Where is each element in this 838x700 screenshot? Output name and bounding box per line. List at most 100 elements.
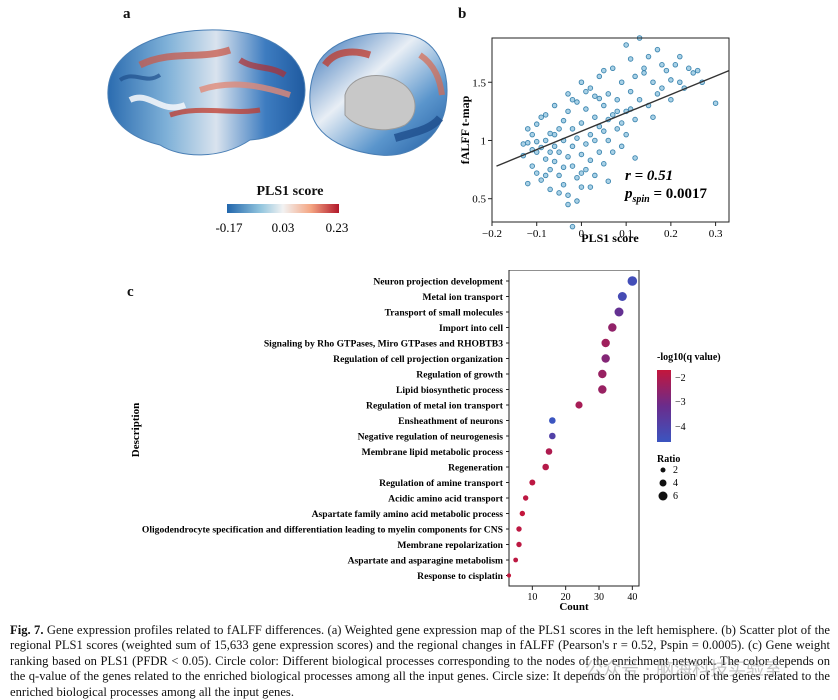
scatter-point	[618, 143, 625, 150]
brain-medial-view	[309, 32, 448, 156]
category-labels: Neuron projection development Metal ion t…	[142, 277, 504, 583]
scatter-point	[583, 141, 589, 147]
legend-color-bar	[657, 370, 671, 442]
scatter-point	[542, 172, 549, 179]
scatter-point	[547, 186, 553, 193]
scatter-point	[587, 131, 594, 138]
category-label: Neuron projection development	[373, 277, 503, 288]
scatter-point	[632, 155, 638, 161]
scatter-point	[569, 96, 576, 103]
x-tick-label: 0.1	[619, 228, 633, 240]
category-label: Membrane lipid metabolic process	[362, 447, 504, 458]
scatter-point	[672, 62, 679, 68]
x-tick-label: 20	[561, 592, 571, 603]
scatter-point	[556, 190, 562, 196]
category-label: Import into cell	[439, 323, 503, 334]
scatter-point	[569, 223, 576, 230]
y-tick-label: 0.5	[472, 194, 486, 206]
scatter-point	[601, 67, 607, 74]
scatter-point	[596, 149, 603, 155]
legend-color-tick: −3	[675, 397, 686, 408]
scatter-point	[547, 166, 553, 173]
scatter-point	[583, 106, 589, 112]
y-axis-ticks: 0.5 1 1.5	[472, 77, 492, 206]
x-axis-label: Count	[559, 601, 589, 613]
panel-label-c: c	[127, 284, 134, 300]
plot-frame	[491, 37, 730, 223]
scatter-point	[547, 149, 553, 155]
brain-surface-maps	[107, 29, 448, 156]
scatter-point	[592, 172, 598, 179]
scatter-point	[565, 192, 571, 198]
scatter-point	[525, 126, 531, 132]
y-axis-label: Description	[130, 403, 142, 457]
scatter-point	[601, 128, 607, 134]
y-tick-label: 1.5	[472, 77, 486, 89]
enrichment-dot	[513, 557, 519, 563]
dot-plot-c: Neuron projection development Metal ion t…	[130, 270, 721, 613]
category-label: Regulation of amine transport	[379, 478, 504, 489]
watermark: 公众号 · 脑海科技实验室	[585, 659, 783, 680]
scatter-point	[547, 130, 553, 137]
scatter-point	[587, 85, 594, 91]
enrichment-dot	[542, 463, 549, 471]
legend-size-dot	[658, 491, 668, 501]
scatter-point	[601, 161, 607, 167]
enrichment-dot	[598, 369, 607, 379]
scatter-point	[538, 114, 544, 120]
scatter-point	[525, 140, 531, 146]
category-label: Regulation of cell projection organizati…	[333, 354, 503, 365]
figure-label: Fig. 7.	[10, 623, 44, 637]
category-label: Regulation of metal ion transport	[366, 401, 504, 412]
scatter-point	[663, 67, 670, 74]
category-label: Membrane repolarization	[397, 540, 503, 551]
x-tick-label: 40	[627, 592, 637, 603]
scatter-point	[592, 93, 598, 99]
scatter-point	[614, 96, 620, 103]
scatter-point	[654, 91, 661, 97]
scatter-point	[574, 99, 580, 105]
scatter-point	[583, 166, 589, 173]
x-axis-ticks: −0.2 −0.1 0 0.1 0.2 0.3	[482, 222, 723, 240]
colorbar-a: -0.17 0.03 0.23	[215, 204, 348, 235]
scatter-point	[592, 137, 598, 144]
scatter-point	[551, 158, 558, 165]
category-label: Ensheathment of neurons	[398, 416, 503, 427]
scatter-point	[551, 143, 558, 150]
legend-color-tick: −4	[675, 422, 686, 433]
enrichment-dot	[601, 338, 610, 348]
colorbar-title: PLS1 score	[256, 184, 324, 199]
scatter-point	[627, 56, 634, 62]
colorbar-gradient	[227, 204, 339, 213]
scatter-point	[609, 65, 616, 72]
scatter-point	[592, 114, 598, 120]
scatter-point	[650, 79, 656, 86]
scatter-point	[659, 85, 665, 91]
category-label: Transport of small molecules	[385, 308, 504, 319]
scatter-point	[614, 108, 620, 115]
scatter-point	[525, 180, 531, 187]
scatter-point	[587, 184, 594, 190]
plot-frame	[508, 270, 640, 587]
legend-size-tick: 6	[673, 491, 678, 502]
scatter-point	[659, 62, 665, 68]
scatter-point	[654, 46, 661, 53]
scatter-point	[551, 131, 558, 138]
scatter-point	[578, 170, 585, 176]
scatter-point	[533, 121, 540, 127]
scatter-point	[618, 79, 625, 86]
scatter-point	[605, 178, 612, 184]
scatter-point	[596, 73, 603, 80]
r-annotation: r = 0.51	[625, 168, 673, 184]
legend-size-dot	[660, 467, 666, 473]
scatter-point	[627, 88, 634, 95]
brain-lateral-view	[107, 29, 306, 156]
scatter-point	[578, 184, 585, 190]
enrichment-dot	[608, 323, 617, 332]
category-label: Regeneration	[448, 463, 504, 474]
scatter-point	[574, 198, 580, 204]
scatter-point	[641, 70, 647, 76]
scatter-point	[583, 88, 589, 95]
category-label: Negative regulation of neurogenesis	[358, 432, 504, 443]
scatter-point	[574, 135, 580, 141]
